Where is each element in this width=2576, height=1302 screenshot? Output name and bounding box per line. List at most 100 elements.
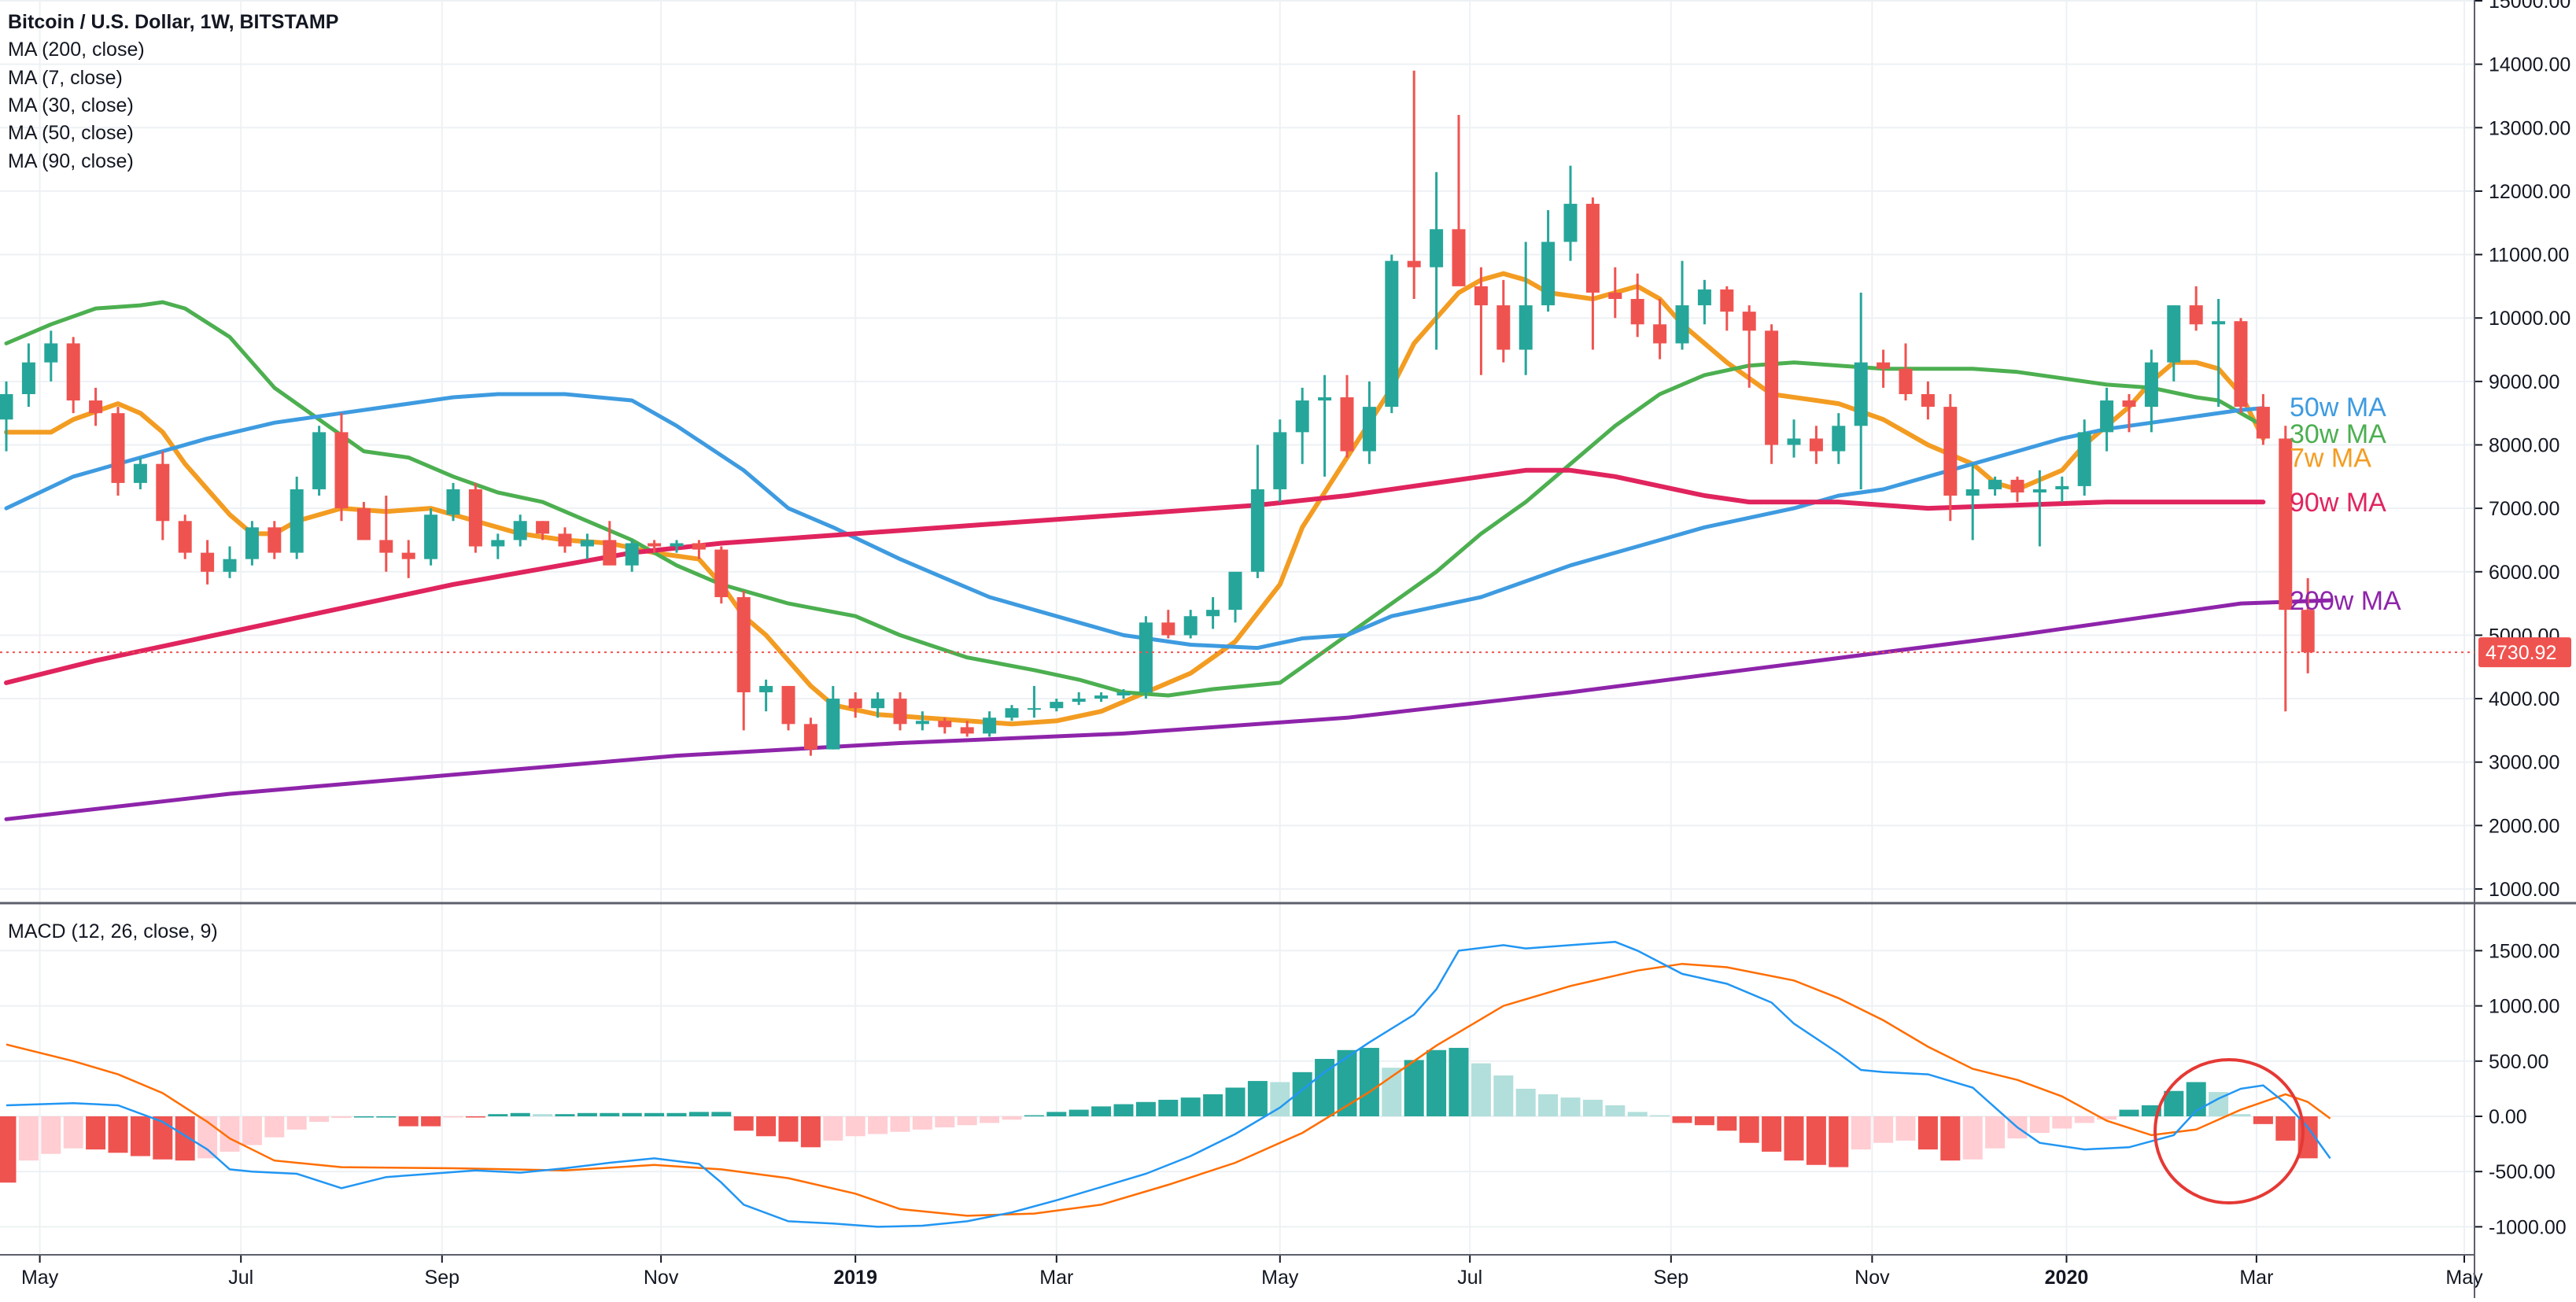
candle-body: [536, 521, 550, 534]
candle-body: [1720, 289, 1734, 312]
candle-body: [1541, 242, 1556, 306]
macd-histogram-bar: [1203, 1094, 1223, 1116]
macd-histogram-bar: [130, 1116, 150, 1156]
candle-body: [1161, 622, 1175, 636]
macd-histogram-bar: [2074, 1116, 2094, 1123]
macd-histogram-bar: [510, 1112, 530, 1116]
candle-body: [1362, 407, 1376, 452]
candle-body: [1340, 397, 1354, 452]
macd-histogram-bar: [264, 1116, 285, 1138]
time-axis-label: Jul: [1457, 1267, 1482, 1289]
macd-histogram-bar: [1985, 1116, 2006, 1149]
candle-body: [89, 400, 103, 414]
macd-histogram-bar: [912, 1116, 932, 1130]
candle-body: [1877, 362, 1891, 369]
ma-label-text: 30w MA: [2290, 419, 2386, 449]
macd-histogram-bar: [2253, 1116, 2273, 1124]
macd-histogram-bar: [2097, 1116, 2117, 1120]
macd-histogram-bar: [1135, 1101, 1156, 1116]
last-price-label: 4730.92: [2486, 642, 2556, 664]
macd-histogram-bar: [1024, 1115, 1044, 1117]
candle-body: [223, 559, 237, 572]
candle-body: [848, 699, 862, 709]
candle-body: [781, 685, 795, 725]
macd-histogram-bar: [1717, 1116, 1737, 1131]
candle-body: [603, 540, 617, 566]
candle-body: [356, 508, 371, 540]
macd-histogram-bar: [488, 1114, 508, 1116]
candle-body: [1094, 695, 1109, 699]
candle-body: [915, 721, 929, 725]
macd-histogram-bar: [0, 1116, 17, 1183]
candle-body: [1385, 260, 1399, 408]
candle-body: [692, 543, 706, 550]
highlight-circle: [2153, 1058, 2305, 1204]
macd-histogram-bar: [1895, 1116, 1916, 1141]
candle-body: [2077, 432, 2091, 486]
candle-body: [401, 552, 415, 559]
candle-body: [312, 432, 327, 489]
candle-body: [1675, 305, 1689, 344]
macd-histogram-bar: [733, 1116, 754, 1131]
candle-body: [558, 533, 572, 547]
macd-histogram-bar: [1829, 1116, 1849, 1167]
candle-body: [2189, 305, 2203, 325]
indicator-legend-ma30: MA (30, close): [8, 94, 134, 116]
indicator-legend-ma7: MA (7, close): [8, 67, 123, 89]
candle-body: [513, 521, 527, 540]
macd-histogram-bar: [309, 1116, 330, 1123]
macd-histogram-bar: [1493, 1075, 1514, 1116]
chart-title: Bitcoin / U.S. Dollar, 1W, BITSTAMP: [8, 11, 338, 33]
macd-axis-label: -500.00: [2489, 1161, 2556, 1183]
candle-body: [1273, 432, 1287, 489]
macd-histogram-bar: [443, 1116, 463, 1118]
candle-body: [424, 515, 438, 559]
ma-line: [4, 598, 2333, 821]
candle-body: [2301, 610, 2315, 653]
macd-histogram-bar: [1404, 1060, 1424, 1116]
candle-body: [1407, 260, 1421, 267]
time-axis-label: Mar: [1039, 1267, 1073, 1289]
macd-histogram-bar: [600, 1112, 620, 1116]
time-axis-label: Jul: [228, 1267, 253, 1289]
candle-body: [2212, 321, 2226, 325]
candle-body: [871, 699, 885, 709]
ma-label-text: 200w MA: [2290, 586, 2401, 616]
candle-body: [1765, 330, 1779, 445]
macd-line: [6, 940, 2331, 1228]
macd-histogram-bar: [353, 1116, 374, 1118]
candle-body: [1697, 289, 1711, 306]
candle-body: [1742, 312, 1756, 331]
candle-body: [2055, 485, 2069, 489]
macd-histogram-bar: [1627, 1112, 1648, 1116]
macd-histogram-bar: [376, 1116, 397, 1118]
macd-histogram-bar: [1002, 1116, 1022, 1120]
time-axis-label: Nov: [1854, 1267, 1890, 1289]
macd-histogram-bar: [1873, 1116, 1894, 1143]
candle-body: [1250, 489, 1264, 572]
macd-histogram-bar: [41, 1116, 61, 1154]
macd-histogram-bar: [63, 1116, 83, 1149]
candle-body: [1183, 616, 1198, 636]
candle-body: [334, 432, 349, 509]
ma-label-text: 90w MA: [2290, 488, 2386, 518]
time-axis-label: 2019: [833, 1267, 877, 1289]
ma-label-text: 50w MA: [2290, 393, 2386, 422]
candle-body: [714, 549, 729, 598]
macd-axis-label: -1000.00: [2489, 1216, 2567, 1238]
macd-histogram-bar: [18, 1116, 39, 1161]
macd-histogram-bar: [1382, 1068, 1402, 1116]
macd-histogram-bar: [1672, 1116, 1692, 1123]
price-axis-label: 3000.00: [2489, 752, 2559, 774]
price-axis-label: 11000.00: [2489, 245, 2569, 267]
price-axis-label: 14000.00: [2489, 54, 2570, 76]
candle-body: [893, 699, 907, 725]
macd-histogram-bar: [1225, 1087, 1246, 1116]
price-axis-label: 13000.00: [2489, 117, 2570, 139]
candle-body: [446, 489, 460, 515]
macd-histogram-bar: [1538, 1094, 1559, 1116]
candle-body: [1519, 305, 1533, 350]
